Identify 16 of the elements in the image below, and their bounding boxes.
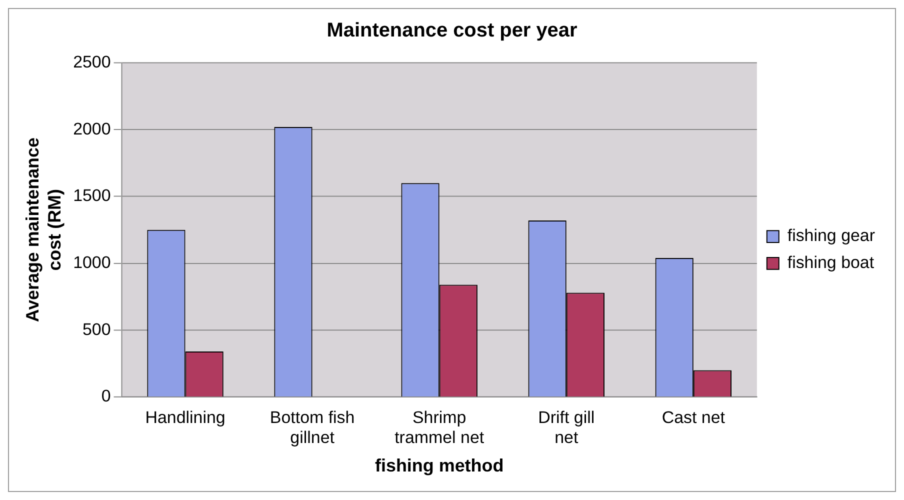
y-axis-title: Average maintenance cost (RM): [22, 138, 64, 322]
x-tick-label: Drift gill net: [538, 408, 595, 448]
x-tick-label: Handlining: [145, 408, 226, 427]
y-tick-label: 0: [101, 386, 111, 406]
x-tick-label: Cast net: [662, 408, 726, 427]
y-tick-label: 2500: [73, 52, 111, 72]
x-tick-label: Shrimp trammel net: [394, 408, 484, 448]
legend-label: fishing boat: [787, 253, 874, 272]
y-tick-label: 1000: [73, 252, 111, 272]
y-tick-label: 1500: [73, 186, 111, 206]
x-axis-title: fishing method: [375, 455, 504, 476]
chart-title: Maintenance cost per year: [326, 19, 578, 42]
y-tick-label: 500: [82, 320, 111, 339]
legend-label: fishing gear: [787, 226, 876, 246]
y-tick-label: 2000: [73, 119, 111, 138]
x-tick-label: Bottom fish gillnet: [270, 408, 355, 448]
